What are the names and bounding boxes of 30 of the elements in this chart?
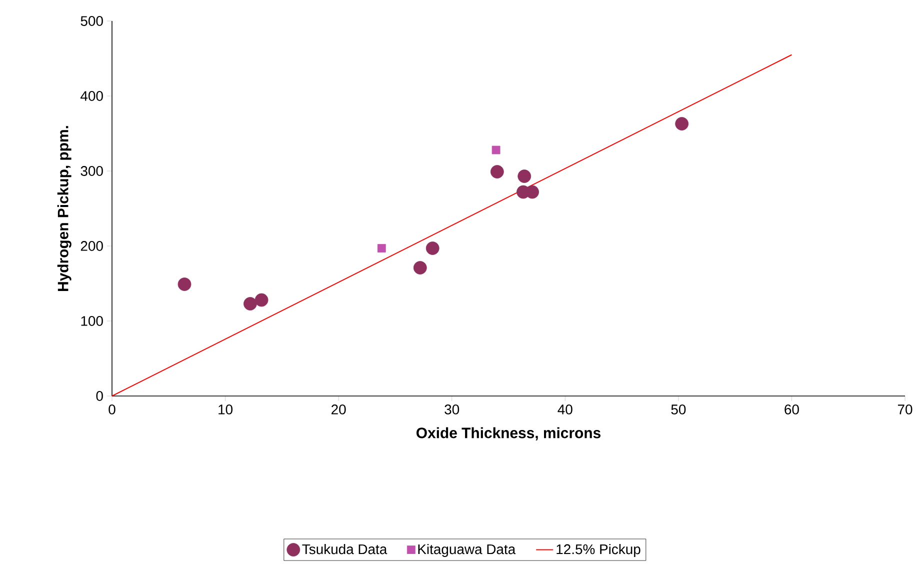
- x-axis-title: Oxide Thickness, microns: [416, 427, 600, 440]
- point: [254, 293, 268, 307]
- x-tick-label: 30: [444, 404, 460, 414]
- x-tick-label: 20: [332, 404, 346, 414]
- x-tick-label: 60: [784, 404, 799, 414]
- point: [490, 165, 504, 178]
- x-tick-label: 10: [218, 404, 233, 414]
- point: [178, 278, 192, 291]
- point: [675, 117, 689, 130]
- legend-label: Tsukuda Data: [302, 544, 388, 554]
- point: [413, 261, 427, 274]
- y-tick-label: 300: [80, 166, 103, 176]
- x-tick-label: 40: [558, 404, 572, 414]
- x-tick-label: 0: [108, 404, 116, 414]
- x-tick-label: 50: [671, 404, 686, 414]
- y-tick-label: 500: [80, 16, 103, 26]
- y-axis-title: Hydrogen Pickup, ppm.: [57, 126, 72, 291]
- y-tick-label: 400: [80, 91, 103, 101]
- point: [244, 297, 257, 310]
- point: [492, 146, 500, 154]
- point: [518, 170, 532, 183]
- point: [526, 185, 539, 199]
- y-tick-label: 0: [96, 391, 103, 401]
- x-tick-label: 70: [898, 404, 912, 414]
- y-tick-label: 200: [80, 241, 103, 251]
- legend-label: Kitaguawa Data: [418, 544, 516, 557]
- legend-label: 12.5% Pickup: [556, 544, 640, 557]
- point: [426, 242, 440, 255]
- y-tick-label: 100: [81, 316, 103, 326]
- point: [377, 244, 386, 252]
